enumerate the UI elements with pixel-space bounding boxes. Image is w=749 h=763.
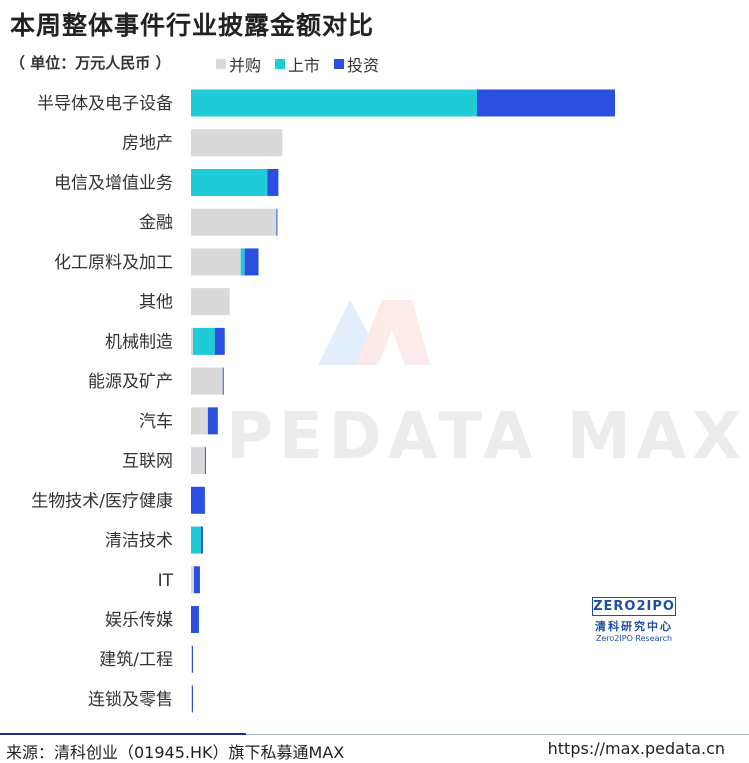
bar-segment-invest <box>244 248 259 276</box>
bar-segment-ma <box>191 447 205 475</box>
chart-legend: 并购 上市 投资 <box>216 52 379 76</box>
bar-segment-ma <box>191 208 277 236</box>
category-labels: 半导体及电子设备房地产电信及增值业务金融化工原料及加工其他机械制造能源及矿产汽车… <box>31 94 173 710</box>
legend-label-1: 上市 <box>288 56 321 75</box>
bar-segment-ipo <box>192 327 215 355</box>
bar-segment-ma <box>191 327 193 355</box>
zero2ipo-logo: ZERO2IPO 清科研究中心 Zero2IPO Research <box>592 597 676 643</box>
bar-segment-ma <box>191 685 192 713</box>
bar-segment-invest <box>204 447 206 475</box>
category-label: 半导体及电子设备 <box>37 94 173 114</box>
legend-swatch-1 <box>275 59 286 69</box>
category-label: 汽车 <box>139 412 173 432</box>
bar-segment-ma <box>191 129 283 157</box>
bar-segment-ma <box>191 566 194 594</box>
bar-segment-invest <box>207 407 218 435</box>
category-label: 连锁及零售 <box>88 690 173 710</box>
bar-segment-ma <box>191 367 223 395</box>
category-label: 其他 <box>139 293 173 313</box>
chart-title: 本周整体事件行业披露金额对比 <box>10 11 375 40</box>
bar-segment-invest <box>200 526 203 554</box>
bar-segment-invest <box>191 685 193 713</box>
legend-label-2: 投资 <box>347 56 380 75</box>
logo-top-text: ZERO2IPO <box>592 597 676 616</box>
footer-divider-light <box>246 734 749 735</box>
legend-item-1: 上市 <box>275 52 320 76</box>
bar-segment-invest <box>191 645 193 673</box>
bar-segment-ipo <box>191 168 268 196</box>
bar-segment-ma <box>191 407 208 435</box>
category-label: 建筑/工程 <box>99 650 173 670</box>
bar-segment-ma <box>191 288 230 316</box>
category-label: 房地产 <box>122 134 173 154</box>
bars-layer <box>191 89 616 713</box>
unit-label: （ 单位：万元人民币 ） <box>10 54 171 72</box>
source-note: 来源：清科创业（01945.HK）旗下私募通MAX <box>6 743 345 762</box>
bar-segment-invest <box>191 486 205 514</box>
category-label: 机械制造 <box>105 332 173 352</box>
bar-segment-ma <box>191 645 192 673</box>
legend-swatch-0 <box>216 59 226 69</box>
category-label: 金融 <box>139 213 173 233</box>
watermark-logo <box>318 300 430 365</box>
bar-segment-ipo <box>191 526 201 554</box>
category-label: 能源及矿产 <box>88 372 173 392</box>
logo-cn-text: 清科研究中心 <box>595 620 673 633</box>
category-label: 电信及增值业务 <box>54 173 173 193</box>
category-label: 娱乐传媒 <box>105 610 173 630</box>
category-label: 化工原料及加工 <box>54 253 173 273</box>
legend-item-0: 并购 <box>216 52 261 76</box>
logo-en-text: Zero2IPO Research <box>595 634 673 643</box>
bar-segment-invest <box>193 566 200 594</box>
bar-segment-invest <box>276 208 278 236</box>
website-link[interactable]: https://max.pedata.cn <box>547 739 725 758</box>
legend-item-2: 投资 <box>334 52 379 76</box>
legend-label-0: 并购 <box>229 56 262 75</box>
bar-segment-invest <box>267 168 279 196</box>
bar-segment-invest <box>222 367 224 395</box>
category-label: 互联网 <box>122 452 173 472</box>
bar-segment-ipo <box>191 89 477 117</box>
bar-segment-ipo <box>240 248 245 276</box>
bar-chart: 半导体及电子设备房地产电信及增值业务金融化工原料及加工其他机械制造能源及矿产汽车… <box>31 89 616 713</box>
legend-swatch-2 <box>334 59 345 69</box>
category-label: 生物技术/医疗健康 <box>31 491 173 511</box>
bar-segment-ma <box>191 248 241 276</box>
category-label: 清洁技术 <box>105 531 173 551</box>
category-label: IT <box>158 571 174 591</box>
footer-divider-dark <box>0 733 246 735</box>
watermark: PEDATA MAX <box>226 400 748 474</box>
bar-segment-invest <box>191 605 199 633</box>
bar-segment-invest <box>214 327 225 355</box>
bar-segment-invest <box>476 89 616 117</box>
